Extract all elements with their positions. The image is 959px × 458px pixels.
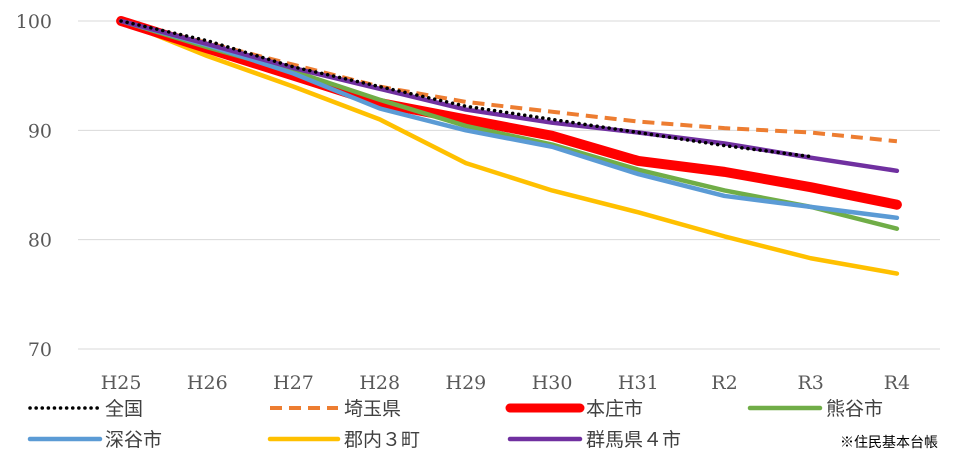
series-line-6: [118, 18, 900, 174]
source-note: ※住民基本台帳: [840, 434, 938, 451]
x-tick-label: H25: [101, 372, 142, 394]
x-tick-label: H29: [446, 372, 487, 394]
legend-label: 本庄市: [586, 398, 643, 420]
x-tick-label: R4: [884, 372, 910, 394]
x-tick-label: R2: [711, 372, 737, 394]
x-tick-label: R3: [797, 372, 823, 394]
x-tick-label: H30: [532, 372, 573, 394]
x-tick-label: H28: [359, 372, 400, 394]
legend-label: 深谷市: [105, 429, 162, 451]
y-tick-label: 80: [28, 230, 52, 252]
legend-label: 群馬県４市: [586, 429, 681, 451]
series-line-2: [116, 16, 902, 210]
series-lines: [116, 16, 902, 276]
y-axis-ticks: 70 80 90 100: [16, 11, 52, 361]
x-tick-label: H31: [618, 372, 659, 394]
y-tick-label: 90: [28, 120, 52, 142]
legend-label: 全国: [105, 398, 143, 420]
legend-label: 埼玉県: [344, 398, 401, 420]
y-tick-label: 100: [16, 11, 52, 33]
x-axis-ticks: H25 H26 H27 H28 H29 H30 H31 R2 R3 R4: [101, 372, 910, 394]
x-tick-label: H27: [273, 372, 314, 394]
legend-label: 郡内３町: [344, 429, 420, 451]
legend-label: 熊谷市: [826, 398, 883, 420]
series-line-5: [118, 18, 900, 276]
series-line-4: [118, 18, 900, 221]
x-tick-label: H26: [187, 372, 228, 394]
y-tick-label: 70: [28, 339, 52, 361]
series-line-0: [119, 19, 813, 159]
